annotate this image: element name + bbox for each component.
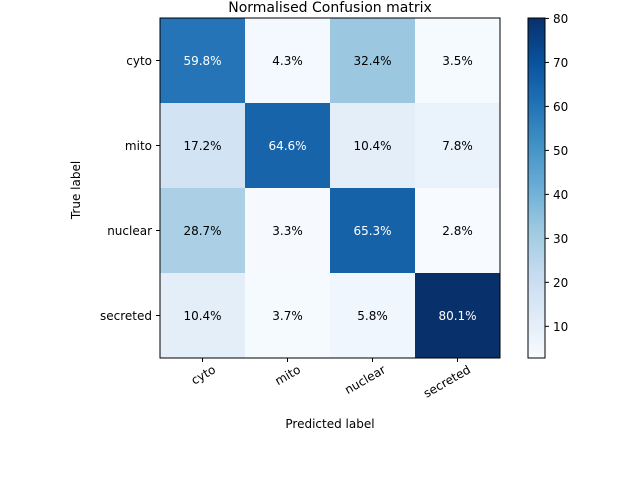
colorbar-tick-label: 20 [553, 276, 568, 290]
y-tick-label: mito [125, 139, 152, 153]
x-tick-label: cyto [189, 362, 218, 387]
heatmap-cell [415, 103, 501, 189]
heatmap-cell [160, 18, 246, 104]
cell-label: 80.1% [438, 309, 476, 323]
heatmap-cell [245, 103, 331, 189]
cell-label: 5.8% [357, 309, 388, 323]
colorbar-tick-label: 60 [553, 100, 568, 114]
y-axis-label: True label [69, 161, 83, 220]
y-tick-label: nuclear [107, 224, 152, 238]
heatmap-cell [330, 188, 416, 274]
cell-label: 64.6% [268, 139, 306, 153]
colorbar-tick-label: 30 [553, 232, 568, 246]
heatmap-cell [415, 188, 501, 274]
cell-label: 17.2% [183, 139, 221, 153]
heatmap-cell [330, 103, 416, 189]
heatmap-cell [330, 18, 416, 104]
heatmap-cell [415, 273, 501, 359]
heatmap-cell [160, 188, 246, 274]
cell-label: 3.5% [442, 54, 473, 68]
y-tick-label: secreted [100, 309, 152, 323]
heatmap-cell [160, 103, 246, 189]
colorbar-tick-label: 50 [553, 144, 568, 158]
x-axis-label: Predicted label [285, 417, 374, 431]
colorbar-tick-label: 80 [553, 12, 568, 26]
y-axis-ticks: cyto mito nuclear secreted [100, 54, 160, 323]
y-tick-label: cyto [126, 54, 152, 68]
heatmap-cell [330, 273, 416, 359]
colorbar [527, 17, 546, 359]
heatmap-cell [245, 188, 331, 274]
plot-frame [159, 17, 501, 359]
heatmap-cell [160, 273, 246, 359]
cell-label: 59.8% [183, 54, 221, 68]
heatmap-cell [245, 18, 331, 104]
cell-label: 10.4% [183, 309, 221, 323]
x-tick-label: mito [273, 362, 303, 388]
chart-title: Normalised Confusion matrix [228, 0, 432, 16]
cell-label: 4.3% [272, 54, 303, 68]
colorbar-tick-label: 10 [553, 320, 568, 334]
cell-label: 32.4% [353, 54, 391, 68]
x-tick-label: secreted [421, 362, 473, 400]
x-tick-label: nuclear [342, 362, 388, 397]
x-axis-ticks: cyto mito nuclear secreted [189, 358, 473, 401]
cell-label: 2.8% [442, 224, 473, 238]
cell-label: 10.4% [353, 139, 391, 153]
cell-label: 3.3% [272, 224, 303, 238]
cell-label: 65.3% [353, 224, 391, 238]
cell-label: 28.7% [183, 224, 221, 238]
cell-label: 3.7% [272, 309, 303, 323]
heatmap-cell [245, 273, 331, 359]
colorbar-tick-label: 40 [553, 188, 568, 202]
colorbar-tick-label: 70 [553, 56, 568, 70]
cell-label: 7.8% [442, 139, 473, 153]
heatmap-cell [415, 18, 501, 104]
colorbar-ticks: 10 20 30 40 50 60 70 80 [545, 12, 568, 334]
heatmap-cells: 59.8% 4.3% 32.4% 3.5% 17.2% 64.6% 10.4% 7.8% 28.… [160, 18, 501, 359]
